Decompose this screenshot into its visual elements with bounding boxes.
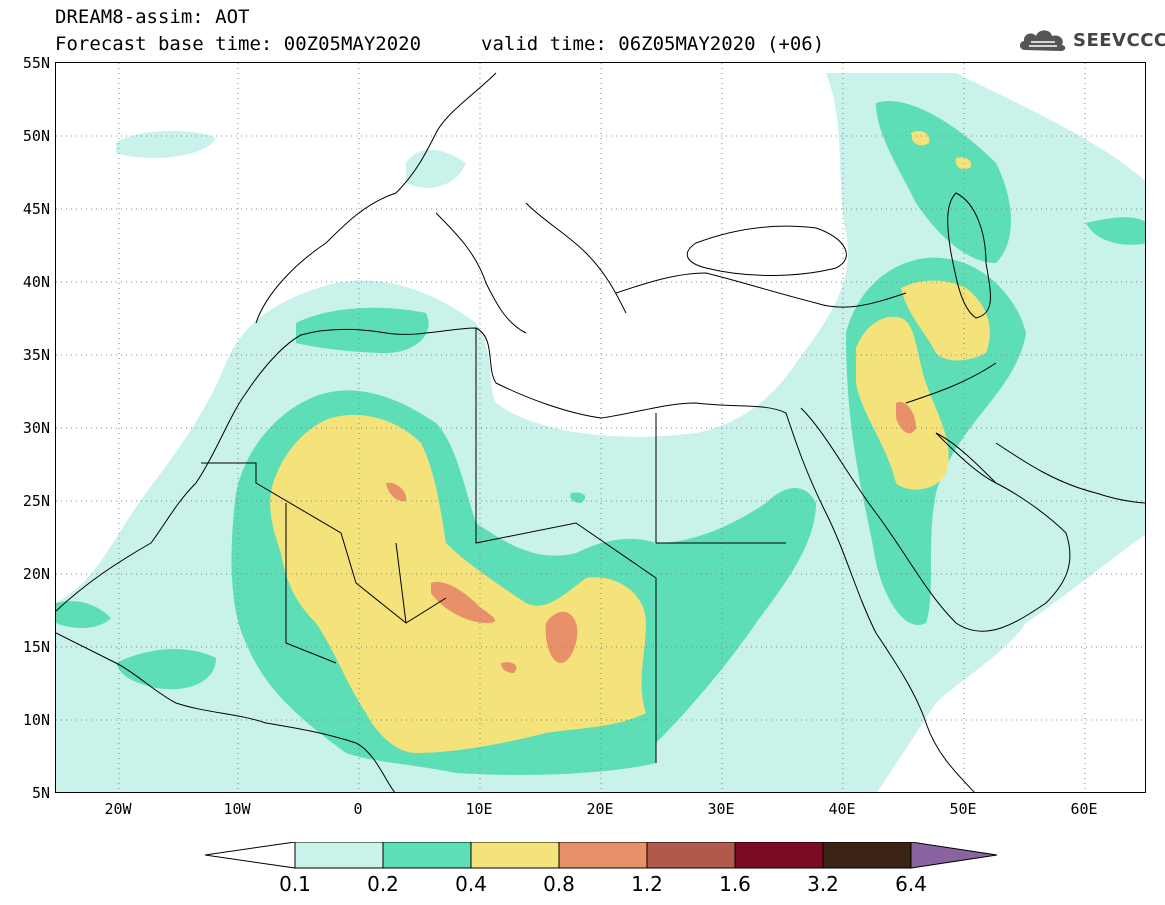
- colorbar-segment-1.2-1.6: [646, 842, 736, 869]
- forecast-base-time: Forecast base time: 00Z05MAY2020: [55, 33, 422, 55]
- lon-label-10w: 10W: [223, 800, 251, 818]
- colorbar-label-6.4: 6.4: [895, 872, 927, 896]
- lon-label-40e: 40E: [828, 800, 856, 818]
- lon-label-30e: 30E: [707, 800, 735, 818]
- lon-label-50e: 50E: [949, 800, 977, 818]
- colorbar-label-0.8: 0.8: [543, 872, 575, 896]
- colorbar-segment-3.2-6.4: [822, 842, 912, 869]
- lat-label-5n: 5N: [31, 784, 50, 802]
- colorbar-label-1.2: 1.2: [631, 872, 663, 896]
- colorbar-label-0.1: 0.1: [279, 872, 311, 896]
- lat-label-55n: 55N: [22, 54, 50, 72]
- colorbar-label-1.6: 1.6: [719, 872, 751, 896]
- lat-label-25n: 25N: [22, 492, 50, 510]
- graticule: [56, 63, 1145, 792]
- lat-label-30n: 30N: [22, 419, 50, 437]
- lat-label-15n: 15N: [22, 638, 50, 656]
- colorbar-segment-0.1-0.2: [294, 842, 384, 869]
- aot-level-0.8: [386, 402, 916, 673]
- lat-label-35n: 35N: [22, 346, 50, 364]
- lat-label-10n: 10N: [22, 711, 50, 729]
- lat-label-20n: 20N: [22, 565, 50, 583]
- lon-label-10e: 10E: [465, 800, 493, 818]
- cloud-icon: [1019, 30, 1066, 51]
- lon-label-60e: 60E: [1070, 800, 1098, 818]
- lon-label-20w: 20W: [104, 800, 132, 818]
- valid-time: valid time: 06Z05MAY2020 (+06): [481, 33, 825, 55]
- seevccc-logo: SEEVCCC: [1017, 24, 1165, 58]
- colorbar-segment-0.4-0.8: [470, 842, 560, 869]
- colorbar-segment-0.8-1.2: [558, 842, 648, 869]
- colorbar-label-3.2: 3.2: [807, 872, 839, 896]
- aot-colorbar: [205, 842, 998, 869]
- lat-label-45n: 45N: [22, 200, 50, 218]
- aot-map-canvas: [56, 63, 1145, 792]
- logo-text: SEEVCCC: [1073, 30, 1165, 51]
- colorbar-segment-below-0.1: [205, 842, 296, 869]
- coastlines: [56, 72, 1145, 792]
- map-title: DREAM8-assim: AOT: [55, 6, 250, 28]
- colorbar-segment-above-6.4: [910, 842, 998, 869]
- aot-map: [55, 62, 1146, 793]
- colorbar-segment-0.2-0.4: [382, 842, 472, 869]
- lon-label-20e: 20E: [586, 800, 614, 818]
- colorbar-label-0.2: 0.2: [367, 872, 399, 896]
- lat-label-40n: 40N: [22, 273, 50, 291]
- colorbar-label-0.4: 0.4: [455, 872, 487, 896]
- colorbar-segment-1.6-3.2: [734, 842, 824, 869]
- lat-label-50n: 50N: [22, 127, 50, 145]
- lon-label-0: 0: [353, 800, 363, 818]
